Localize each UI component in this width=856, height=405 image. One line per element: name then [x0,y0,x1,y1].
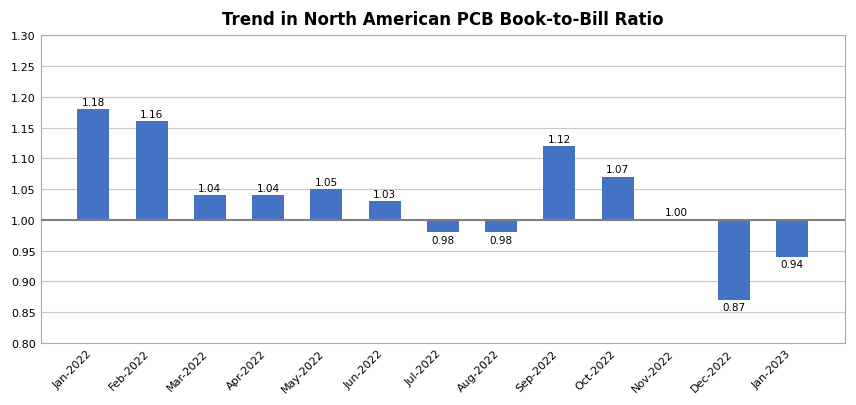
Text: 1.04: 1.04 [199,183,222,193]
Bar [427,220,459,232]
Text: 0.98: 0.98 [490,235,513,245]
Title: Trend in North American PCB Book-to-Bill Ratio: Trend in North American PCB Book-to-Bill… [222,11,663,29]
Text: 1.00: 1.00 [664,208,687,218]
Bar [718,220,750,300]
Text: 1.03: 1.03 [373,190,396,199]
Bar [193,196,226,220]
Text: 1.18: 1.18 [81,97,105,107]
Text: 1.16: 1.16 [140,110,163,119]
Bar [369,202,401,220]
Bar [776,220,808,257]
Text: 0.98: 0.98 [431,235,455,245]
Bar [77,110,110,220]
Bar [602,177,633,220]
Bar [544,147,575,220]
Text: 1.12: 1.12 [548,134,571,144]
Text: 1.04: 1.04 [257,183,280,193]
Bar [485,220,517,232]
Text: 1.07: 1.07 [606,165,629,175]
Bar [310,190,342,220]
Text: 0.87: 0.87 [722,303,746,313]
Text: 1.05: 1.05 [315,177,338,187]
Text: 0.94: 0.94 [781,260,804,270]
Bar [252,196,284,220]
Bar [135,122,168,220]
